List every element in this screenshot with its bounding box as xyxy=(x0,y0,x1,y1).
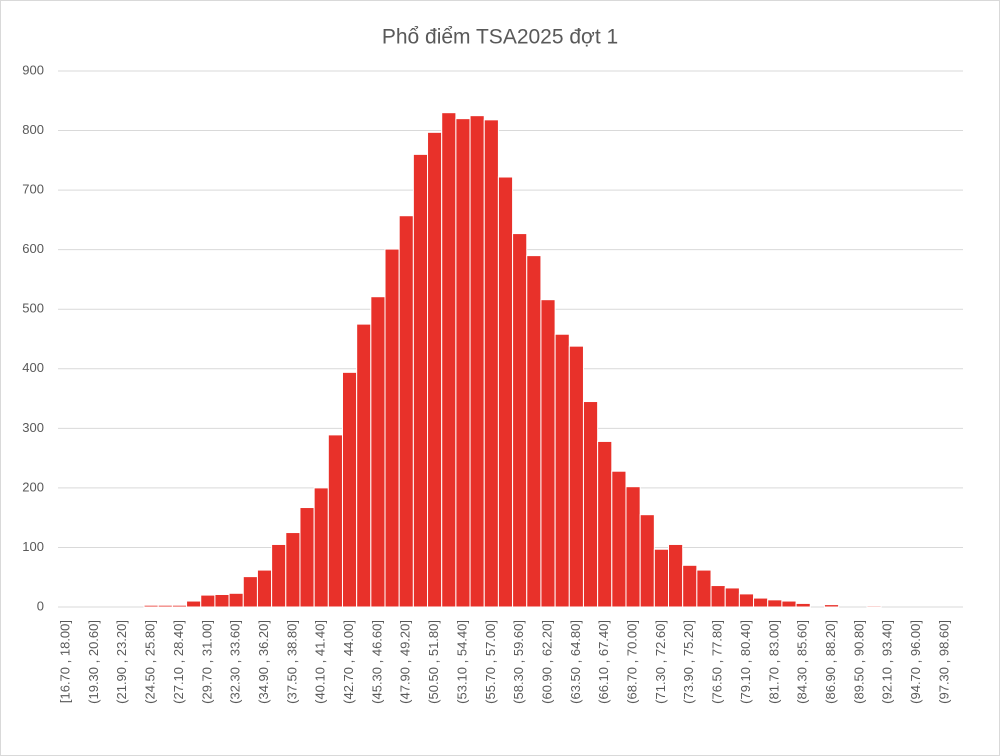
bar xyxy=(540,299,556,608)
x-tick-label: (79.10 , 80.40] xyxy=(738,620,753,704)
y-tick-label: 200 xyxy=(22,479,44,494)
x-tick-label: (92.10 , 93.40] xyxy=(880,620,895,704)
x-tick-label: (37.50 , 38.80] xyxy=(284,620,299,704)
bar xyxy=(639,514,655,608)
y-tick-label: 800 xyxy=(22,122,44,137)
bar xyxy=(767,599,783,608)
bar xyxy=(753,597,769,608)
x-tick-label: (60.90 , 62.20] xyxy=(539,620,554,704)
x-tick-label: (19.30 , 20.60] xyxy=(86,620,101,704)
bar xyxy=(568,345,584,608)
bar xyxy=(256,569,273,608)
bar xyxy=(200,594,216,608)
bar xyxy=(157,604,173,608)
bar xyxy=(313,487,329,608)
bar xyxy=(696,569,712,608)
x-tick-label: [16.70 , 18.00] xyxy=(58,620,73,703)
x-tick-label: (50.50 , 51.80] xyxy=(426,620,441,704)
x-tick-label: (47.90 , 49.20] xyxy=(398,620,413,704)
bar xyxy=(384,248,400,608)
bar xyxy=(724,587,740,608)
x-tick-label: (55.70 , 57.00] xyxy=(483,620,498,704)
x-tick-label: (58.30 , 59.60] xyxy=(511,620,526,704)
x-tick-label: (34.90 , 36.20] xyxy=(256,620,271,704)
bar xyxy=(611,470,627,608)
bar xyxy=(398,215,414,608)
x-tick-label: (21.90 , 23.20] xyxy=(114,620,129,704)
bar xyxy=(327,434,343,608)
bar xyxy=(186,600,202,608)
bar xyxy=(271,543,287,608)
x-tick-label: (86.90 , 88.20] xyxy=(823,620,838,704)
y-tick-label: 600 xyxy=(22,241,44,256)
x-tick-label: (32.30 , 33.60] xyxy=(228,620,243,704)
bar xyxy=(214,593,230,608)
x-tick-label: (94.70 , 96.00] xyxy=(908,620,923,704)
bar xyxy=(441,112,457,608)
bar xyxy=(412,153,429,608)
x-tick-label: (97.30 , 98.60] xyxy=(936,620,951,704)
x-tick-label: (68.70 , 70.00] xyxy=(625,620,640,704)
x-tick-label: (27.10 , 28.40] xyxy=(171,620,186,704)
bar xyxy=(738,593,755,608)
bar xyxy=(582,401,599,608)
bar xyxy=(143,604,159,608)
bar xyxy=(242,576,258,608)
bar xyxy=(512,233,528,608)
x-tick-label: (42.70 , 44.00] xyxy=(341,620,356,704)
bar xyxy=(171,604,188,608)
y-tick-label: 400 xyxy=(22,360,44,375)
bar xyxy=(597,440,613,608)
x-tick-label: (24.50 , 25.80] xyxy=(143,620,158,704)
bar xyxy=(427,131,443,608)
bar xyxy=(370,296,386,608)
bar xyxy=(682,564,698,608)
x-tick-label: (29.70 , 31.00] xyxy=(199,620,214,704)
bar xyxy=(554,333,570,608)
x-tick-label: (76.50 , 77.80] xyxy=(710,620,725,704)
x-tick-label: (63.50 , 64.80] xyxy=(568,620,583,704)
bar xyxy=(299,507,315,608)
chart-title: Phổ điểm TSA2025 đợt 1 xyxy=(382,26,618,49)
x-tick-label: (84.30 , 85.60] xyxy=(795,620,810,704)
bar xyxy=(228,592,244,608)
bar xyxy=(285,532,301,608)
bar xyxy=(341,371,358,608)
y-tick-label: 100 xyxy=(22,539,44,554)
bar xyxy=(625,486,641,608)
bar xyxy=(795,602,811,608)
x-tick-label: (73.90 , 75.20] xyxy=(681,620,696,704)
bar xyxy=(823,604,840,608)
bar xyxy=(497,176,514,608)
y-tick-label: 500 xyxy=(22,301,44,316)
bar xyxy=(866,605,882,608)
x-tick-label: (53.10 , 54.40] xyxy=(454,620,469,704)
bar xyxy=(455,118,471,608)
bar xyxy=(781,600,797,608)
bar xyxy=(653,548,670,608)
bar xyxy=(710,585,726,608)
x-tick-label: (45.30 , 46.60] xyxy=(369,620,384,704)
y-tick-label: 0 xyxy=(37,598,44,613)
y-tick-label: 300 xyxy=(22,420,44,435)
bar xyxy=(668,543,684,608)
x-tick-label: (71.30 , 72.60] xyxy=(653,620,668,704)
x-tick-label: (66.10 , 67.40] xyxy=(596,620,611,704)
y-tick-label: 700 xyxy=(22,182,44,197)
x-tick-label: (81.70 , 83.00] xyxy=(766,620,781,704)
y-tick-label: 900 xyxy=(22,62,44,77)
bar xyxy=(469,115,485,608)
x-tick-label: (40.10 , 41.40] xyxy=(313,620,328,704)
bar xyxy=(356,323,372,608)
bar xyxy=(526,255,542,608)
x-tick-label: (89.50 , 90.80] xyxy=(851,620,866,704)
bar xyxy=(483,119,499,608)
